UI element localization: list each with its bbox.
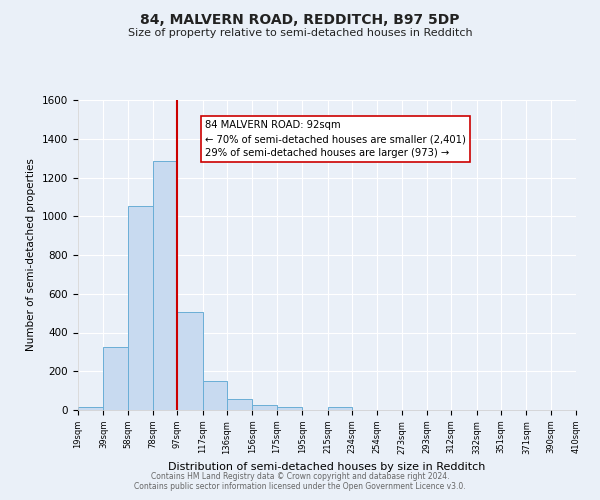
Bar [253, 405, 277, 410]
Bar [128, 206, 153, 410]
Text: Size of property relative to semi-detached houses in Redditch: Size of property relative to semi-detach… [128, 28, 472, 38]
Bar [103, 347, 128, 410]
Text: 84, MALVERN ROAD, REDDITCH, B97 5DP: 84, MALVERN ROAD, REDDITCH, B97 5DP [140, 12, 460, 26]
Bar [227, 400, 253, 410]
Bar [178, 312, 203, 410]
Bar [328, 407, 352, 410]
Text: 84 MALVERN ROAD: 92sqm
← 70% of semi-detached houses are smaller (2,401)
29% of : 84 MALVERN ROAD: 92sqm ← 70% of semi-det… [205, 120, 466, 158]
Bar [78, 407, 103, 410]
Bar [153, 161, 178, 410]
Bar [203, 381, 227, 410]
X-axis label: Distribution of semi-detached houses by size in Redditch: Distribution of semi-detached houses by … [169, 462, 485, 472]
Y-axis label: Number of semi-detached properties: Number of semi-detached properties [26, 158, 37, 352]
Text: Contains public sector information licensed under the Open Government Licence v3: Contains public sector information licen… [134, 482, 466, 491]
Bar [277, 407, 302, 410]
Text: Contains HM Land Registry data © Crown copyright and database right 2024.: Contains HM Land Registry data © Crown c… [151, 472, 449, 481]
